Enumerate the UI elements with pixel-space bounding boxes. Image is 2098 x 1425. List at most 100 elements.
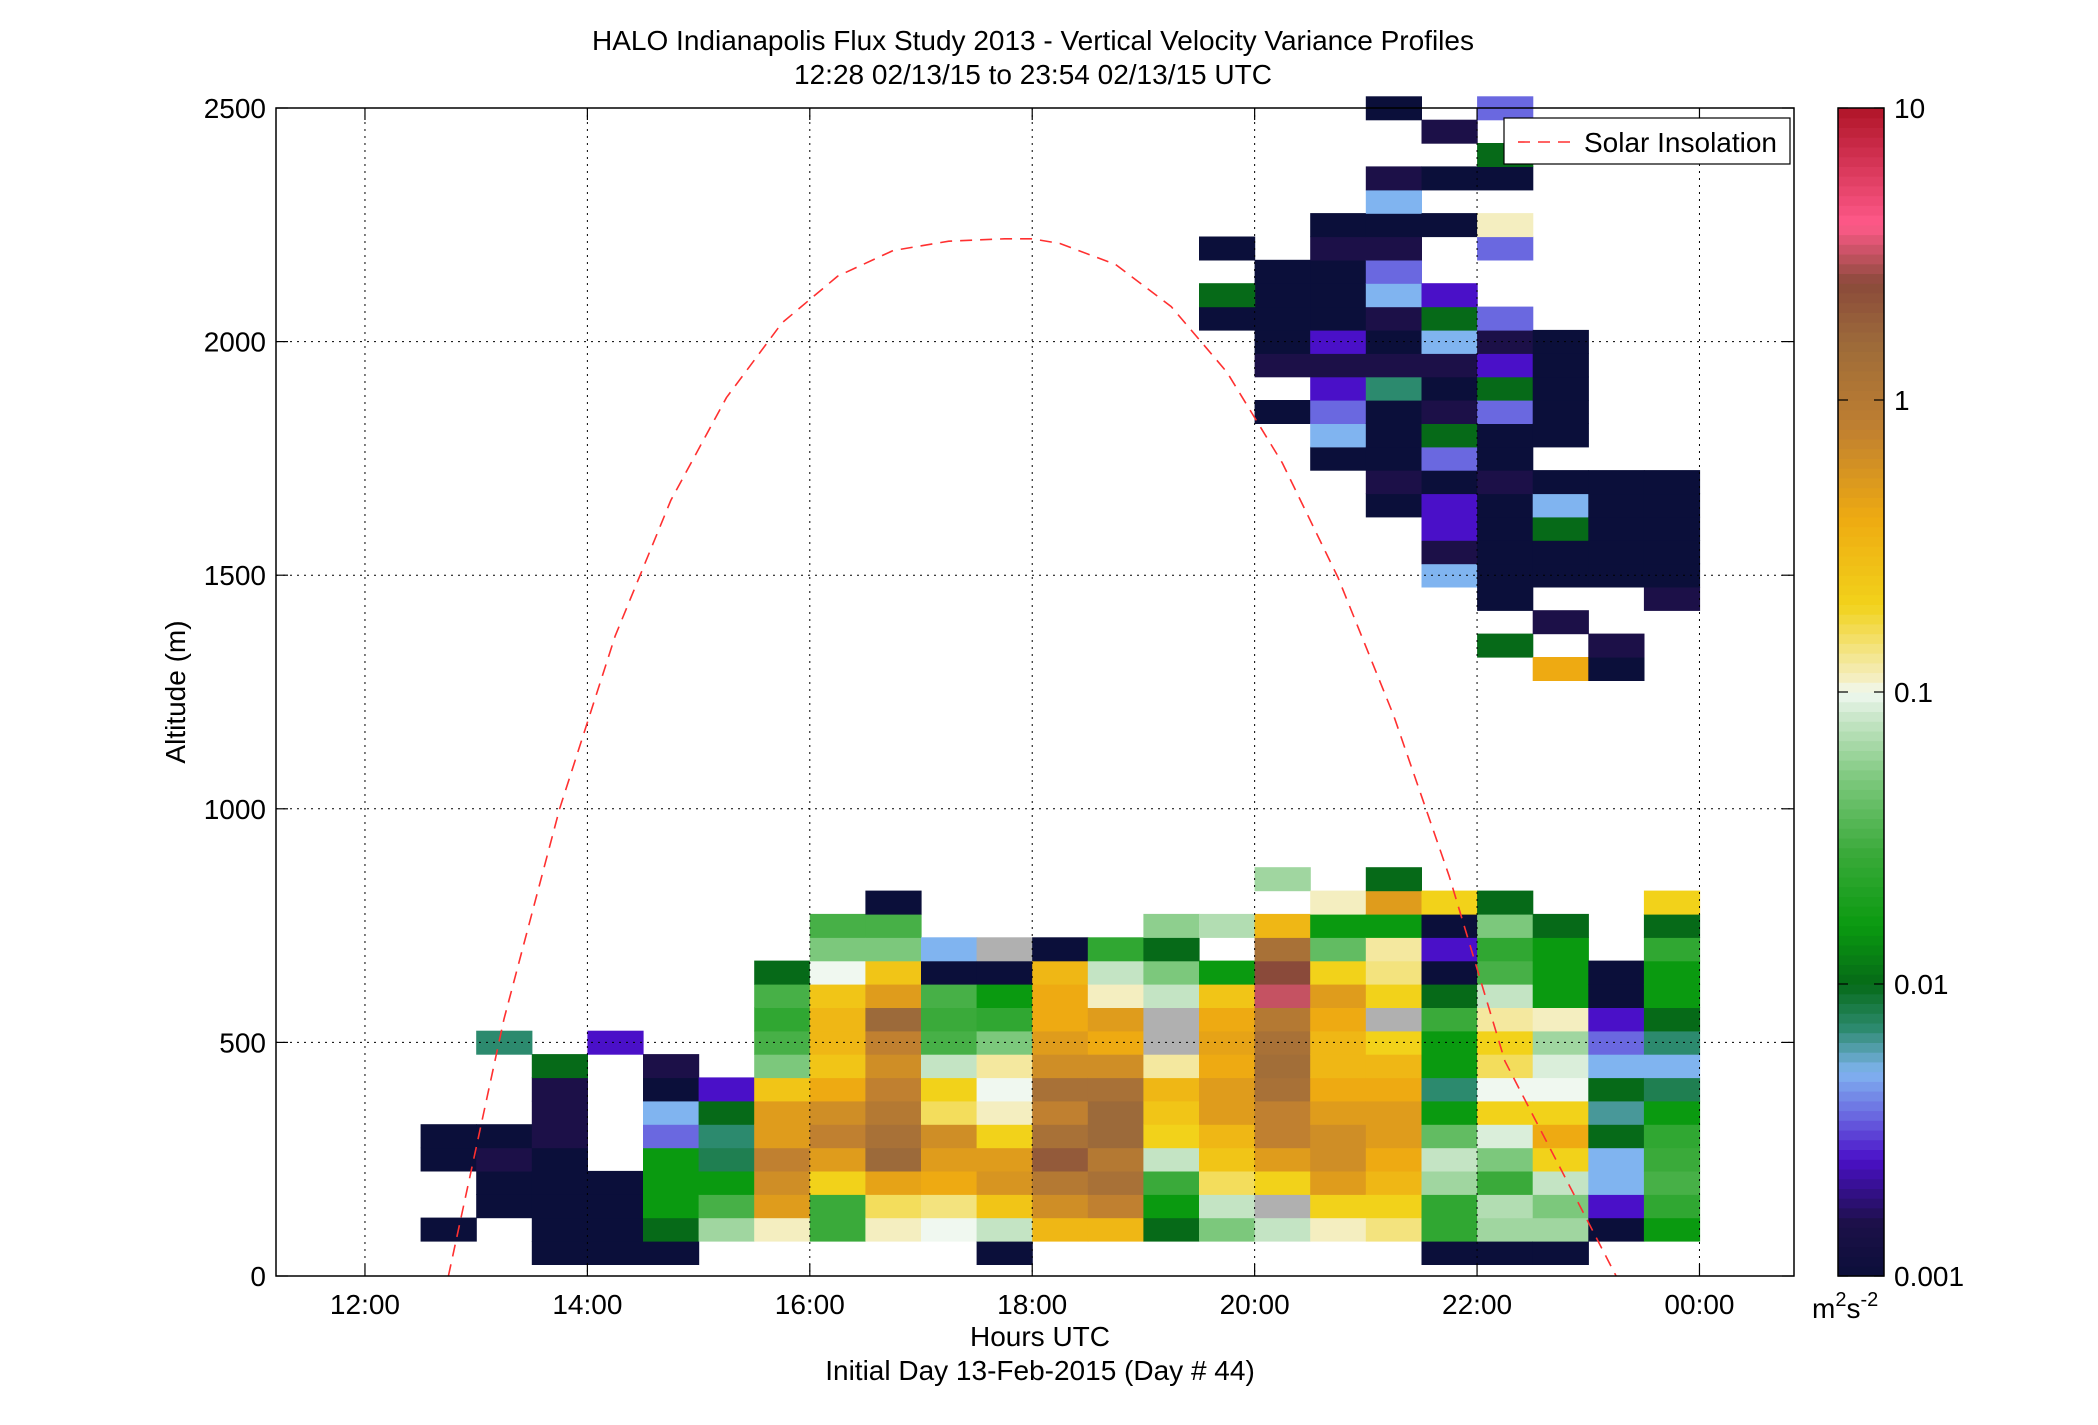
heatmap-cell (1032, 984, 1089, 1008)
heatmap-cell (1087, 984, 1144, 1008)
heatmap-cell (1421, 540, 1478, 565)
colorbar-segment (1838, 468, 1884, 479)
heatmap-cell (1477, 446, 1534, 471)
legend-solar-label: Solar Insolation (1584, 127, 1777, 158)
heatmap-cell (1143, 1100, 1200, 1125)
heatmap-cell (1477, 166, 1534, 191)
heatmap-cell (698, 1100, 755, 1125)
heatmap-cell (531, 1077, 588, 1102)
heatmap-cell (1588, 540, 1645, 565)
plot-area: 12:00 14:00 16:00 18:00 20:00 22:00 00:00 0 500 1… (204, 93, 1795, 1320)
heatmap-cell (1254, 960, 1311, 985)
heatmap-cell (1365, 306, 1422, 331)
heatmap-cell (643, 1194, 700, 1219)
heatmap-cell (476, 1030, 533, 1055)
heatmap-cell (976, 1077, 1033, 1102)
heatmap-cell (809, 1100, 866, 1125)
heatmap-cell (865, 1194, 922, 1219)
colorbar-segment (1838, 1159, 1884, 1170)
colorbar-segment (1838, 195, 1884, 206)
heatmap-cell (1477, 984, 1534, 1008)
heatmap-cell (1310, 283, 1367, 308)
y-tick-label: 1500 (204, 560, 266, 591)
heatmap-cell (1087, 1217, 1144, 1242)
x-tick-label: 12:00 (330, 1289, 400, 1320)
colorbar-segment (1838, 974, 1884, 985)
colorbar-segment (1838, 1120, 1884, 1131)
colorbar-segment (1838, 623, 1884, 635)
y-tick-label: 0 (250, 1261, 266, 1292)
colorbar-segment (1838, 614, 1884, 625)
colorbar-segment (1838, 565, 1884, 576)
heatmap-cell (476, 1147, 533, 1172)
heatmap-cell (1365, 446, 1422, 471)
heatmap-cell (1588, 1217, 1645, 1242)
heatmap-cell (809, 1217, 866, 1242)
heatmap-cell (1310, 1007, 1367, 1032)
colorbar: 0.001 0.01 0.1 1 10 m2s-2 (1812, 93, 1964, 1324)
colorbar-tick-label: 10 (1894, 93, 1925, 124)
x-tick-label: 14:00 (552, 1289, 622, 1320)
colorbar-segment (1838, 341, 1884, 352)
heatmap-cell (809, 1147, 866, 1172)
heatmap-cell (1477, 1194, 1534, 1219)
heatmap-cell (1532, 376, 1589, 401)
colorbar-segment (1838, 108, 1884, 119)
colorbar-segment (1838, 331, 1884, 343)
heatmap-cell (1143, 960, 1200, 985)
heatmap-cell (1532, 937, 1589, 962)
heatmap-cell (921, 984, 978, 1008)
heatmap-cell (1365, 376, 1422, 401)
heatmap-cell (976, 1124, 1033, 1149)
colorbar-segment (1838, 945, 1884, 956)
legend-box (1503, 117, 1791, 165)
heatmap-cell (1199, 960, 1256, 985)
heatmap-cell (1254, 1217, 1311, 1242)
heatmap-cell (1032, 1077, 1089, 1102)
heatmap-cell (1310, 423, 1367, 448)
colorbar-segment (1838, 594, 1884, 605)
colorbar-ticks: 0.001 0.01 0.1 1 10 (1838, 93, 1964, 1292)
heatmap-cell (865, 1077, 922, 1102)
heatmap-cell (1421, 423, 1478, 448)
heatmap-cell (587, 1241, 644, 1265)
heatmap-cell (976, 1194, 1033, 1219)
heatmap-cell (643, 1124, 700, 1149)
colorbar-segment (1838, 818, 1884, 829)
heatmap-cell (1032, 1007, 1089, 1032)
heatmap-cell (1477, 540, 1534, 565)
heatmap-cell (921, 1124, 978, 1149)
x-tick-label: 16:00 (775, 1289, 845, 1320)
colorbar-segment (1838, 322, 1884, 333)
heatmap-cell (921, 1147, 978, 1172)
colorbar-segment (1838, 390, 1884, 401)
heatmap-cell (1421, 306, 1478, 331)
colorbar-segment (1838, 156, 1884, 167)
heatmap-cell (1310, 1124, 1367, 1149)
heatmap-cell (1310, 1054, 1367, 1079)
colorbar-segment (1838, 1237, 1884, 1248)
heatmap-cell (1365, 213, 1422, 238)
colorbar-segment (1838, 1266, 1884, 1277)
heatmap-cell (921, 1077, 978, 1102)
heatmap-cell (1365, 189, 1422, 214)
colorbar-segment (1838, 361, 1884, 372)
y-axis-label: Altitude (m) (160, 620, 191, 763)
heatmap-cell (1643, 1194, 1701, 1219)
heatmap-cell (1254, 937, 1311, 962)
colorbar-segment (1838, 137, 1884, 148)
heatmap-cell (1477, 1054, 1534, 1079)
heatmap-cell (809, 913, 866, 938)
heatmap-cell (809, 960, 866, 985)
x-tick-label: 22:00 (1442, 1289, 1512, 1320)
heatmap-cell (1310, 1100, 1367, 1125)
colorbar-segment (1838, 730, 1884, 742)
heatmap-cell (1254, 353, 1311, 378)
colorbar-segment (1838, 779, 1884, 790)
heatmap-cell (921, 1054, 978, 1079)
heatmap-cell (1032, 1054, 1089, 1079)
colorbar-segment (1838, 789, 1884, 800)
colorbar-segment (1838, 1081, 1884, 1092)
heatmap-cell (643, 1170, 700, 1195)
heatmap-cell (1199, 1100, 1256, 1125)
